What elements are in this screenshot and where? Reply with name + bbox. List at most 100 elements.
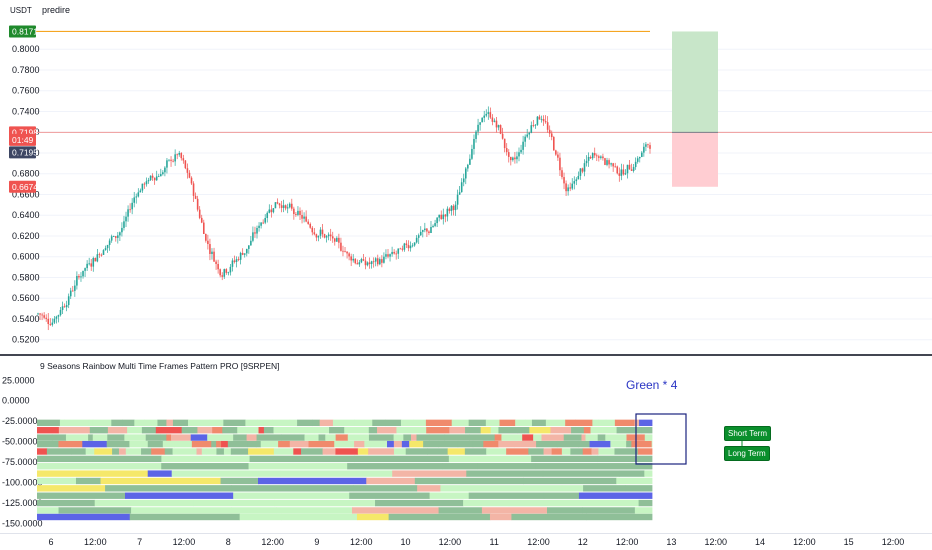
ribbon-segment [263, 427, 274, 434]
candle-body [129, 209, 131, 211]
price-badge [9, 146, 36, 159]
ribbon-segment [411, 434, 417, 441]
candle-body [395, 253, 397, 255]
candle-body [385, 254, 387, 257]
candle-body [520, 149, 522, 153]
ribbon-segment [648, 427, 653, 434]
ribbon-segment [89, 427, 109, 434]
ribbon-segment [570, 448, 584, 455]
ribbon-segment [127, 427, 143, 434]
candle-body [391, 251, 393, 255]
loss-zone[interactable] [672, 132, 718, 187]
ribbon-segment [388, 513, 491, 521]
ribbon-segment [529, 427, 551, 434]
ribbon-segment [524, 427, 530, 434]
candle-body [168, 159, 170, 161]
profit-zone[interactable] [672, 31, 718, 133]
candle-body [217, 263, 219, 270]
candle-body [63, 306, 66, 308]
indicator-title[interactable]: 9 Seasons Rainbow Multi Time Frames Patt… [40, 361, 280, 371]
ribbon-segment [357, 448, 369, 455]
candle-body [342, 250, 344, 252]
ribbon-segment [245, 419, 258, 427]
candle-body [309, 223, 312, 228]
ribbon-segment [335, 448, 359, 455]
ribbon-segment [651, 440, 653, 448]
price-tick-label: 0.5800 [12, 272, 40, 282]
candle-body [557, 154, 559, 158]
ribbon-segment [220, 477, 259, 485]
candle-body [587, 156, 590, 161]
price-badge-text: 0.6674 [12, 182, 38, 192]
candle-body [192, 183, 195, 196]
candle-body [376, 258, 379, 265]
time-axis[interactable]: 6 12:00 7 12:00 8 12:00 9 12:00 10 12:00 11 12:00 12… [0, 534, 932, 550]
ribbon-segment [65, 427, 91, 434]
price-tick-label: 0.6800 [12, 169, 40, 179]
ribbon-segment [209, 419, 224, 427]
candle-body [174, 154, 176, 162]
ribbon-segment [582, 507, 636, 514]
ribbon-segment [37, 455, 162, 463]
ribbon-segment [347, 463, 443, 470]
candle-body [440, 214, 443, 220]
ribbon-segment [129, 440, 149, 448]
price-badge [9, 25, 36, 38]
candle-body [581, 168, 584, 172]
ribbon-segment [535, 463, 653, 470]
ribbon-segment [37, 440, 59, 448]
candle-body [462, 178, 465, 183]
ribbon-segment [312, 419, 321, 427]
candle-body [170, 159, 172, 161]
candle-body [319, 229, 322, 236]
candle-body [141, 183, 144, 191]
symbol-label[interactable]: predire [42, 5, 71, 15]
candle-body [176, 154, 178, 156]
ribbon-segment [239, 513, 282, 521]
ribbon-segment [356, 513, 390, 521]
candle-body [458, 192, 461, 195]
candle-body [370, 261, 373, 265]
indicator-chart[interactable]: 25.0000 0.0000 -25.0000 -50.0000 -75.0000 -10… [0, 356, 932, 536]
candle-body [495, 120, 498, 128]
candle-body [162, 172, 164, 175]
highlight-box [635, 413, 687, 465]
ribbon-segment [403, 434, 412, 441]
candle-body [614, 166, 617, 168]
candle-body [438, 214, 440, 218]
candle-body [362, 259, 365, 261]
ribbon-segment [273, 448, 294, 455]
ribbon-segment [354, 455, 450, 463]
ribbon-segment [634, 507, 653, 514]
ribbon-segment [326, 448, 336, 455]
long-position-tool[interactable] [672, 31, 718, 187]
candle-body [157, 176, 160, 178]
ribbon-segment [247, 440, 257, 448]
time-tick-label: 14 [755, 537, 765, 547]
candle-body [235, 259, 238, 262]
candle-body [649, 145, 651, 149]
price-chart[interactable]: 0.80000.78000.76000.74000.72000.70000.68… [0, 0, 932, 356]
price-badge [9, 180, 36, 193]
candle-body [172, 160, 174, 162]
ribbon-segment [174, 440, 193, 448]
price-tick-label: 0.7600 [12, 86, 40, 96]
candle-body [643, 146, 645, 153]
ribbon-segment [231, 507, 277, 514]
ribbon-segment [543, 448, 553, 455]
ribbon-segment [525, 419, 533, 427]
ribbon-segment [605, 434, 627, 441]
candle-body [368, 262, 371, 265]
ribbon-segment [37, 463, 162, 470]
ribbon-segment [533, 434, 542, 441]
candle-body [473, 138, 475, 149]
ribbon-segment [440, 485, 563, 492]
ribbon-segment [88, 419, 94, 427]
ribbon-segment [370, 440, 388, 448]
ribbon-segment [37, 492, 126, 499]
ribbon-segment [442, 463, 478, 470]
candle-body [153, 177, 156, 181]
pane-divider[interactable] [0, 354, 932, 356]
ribbon-segment [299, 427, 315, 434]
candle-body [534, 124, 537, 126]
